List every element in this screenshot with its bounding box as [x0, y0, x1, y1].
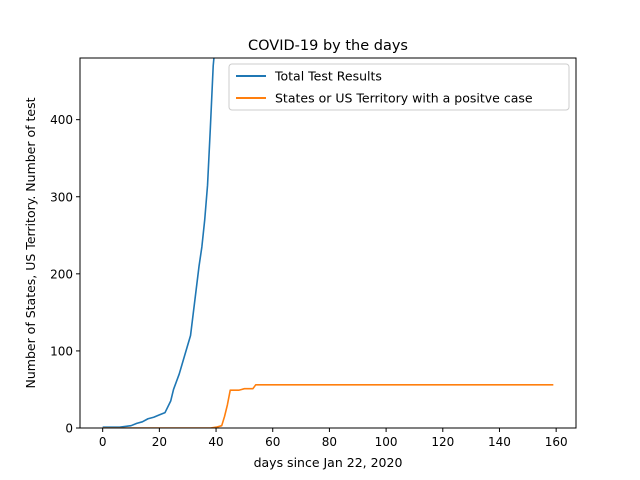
y-tick-label: 100 [50, 344, 73, 358]
y-tick-label: 300 [50, 190, 73, 204]
x-tick-label: 20 [152, 435, 167, 449]
x-tick-label: 120 [431, 435, 454, 449]
x-tick-label: 140 [488, 435, 511, 449]
series-layer [102, 58, 554, 428]
x-tick-label: 160 [545, 435, 568, 449]
legend: Total Test Results States or US Territor… [228, 63, 570, 111]
x-tick-label: 80 [322, 435, 337, 449]
x-tick-label: 40 [208, 435, 223, 449]
legend-label-total-tests: Total Test Results [274, 69, 382, 84]
x-tick-label: 60 [265, 435, 280, 449]
x-axis-ticks: 0 20 40 60 80 100 120 140 160 [99, 428, 568, 449]
x-tick-label: 0 [99, 435, 107, 449]
y-tick-label: 200 [50, 267, 73, 281]
x-tick-label: 100 [375, 435, 398, 449]
plot-frame [79, 57, 577, 429]
y-axis-label: Number of States, US Territory. Number o… [23, 97, 38, 388]
series-line-1 [102, 384, 554, 428]
x-axis-label: days since Jan 22, 2020 [254, 455, 403, 470]
legend-label-positive-states: States or US Territory with a positve ca… [275, 91, 533, 106]
series-line-0 [102, 58, 215, 428]
y-tick-label: 0 [65, 422, 73, 436]
y-tick-label: 400 [50, 113, 73, 127]
y-axis-ticks: 0 100 200 300 400 [50, 113, 80, 436]
legend-box [228, 63, 570, 111]
plot-background [80, 58, 576, 428]
chart-title: COVID-19 by the days [248, 38, 408, 54]
